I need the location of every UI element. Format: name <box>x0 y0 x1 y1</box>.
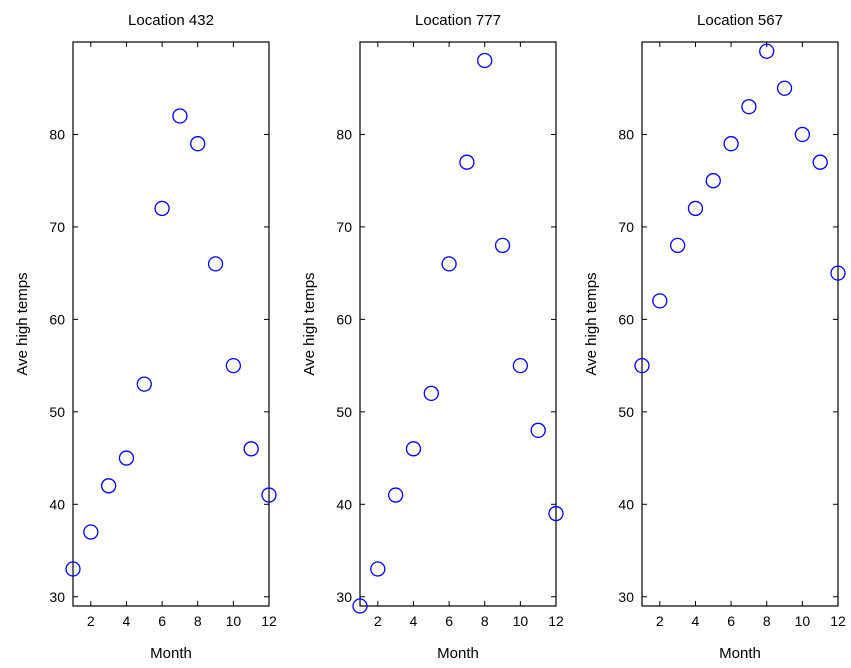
x-tick-label: 6 <box>727 613 735 629</box>
x-axis-label: Month <box>150 645 192 662</box>
data-point <box>652 293 668 309</box>
y-tick-label: 30 <box>49 589 65 605</box>
x-tick-label: 2 <box>374 613 382 629</box>
chart-title: Location 432 <box>128 12 214 29</box>
data-point <box>207 256 224 272</box>
y-tick-label: 50 <box>49 404 65 420</box>
data-point <box>634 357 650 374</box>
data-point <box>387 487 404 503</box>
x-tick-label: 8 <box>763 613 771 629</box>
data-point <box>172 108 188 124</box>
chart-title: Location 777 <box>415 12 501 29</box>
y-tick-label: 60 <box>49 311 65 327</box>
chart-panel-2: 2 4 6 8 10 12 30 40 50 60 70 80 Location 777 Month Ave… <box>301 12 564 662</box>
x-axis-label: Month <box>719 645 761 662</box>
y-tick-label: 50 <box>336 404 352 420</box>
y-axis-label: Ave high temps <box>14 272 31 375</box>
x-tick-label: 12 <box>830 613 846 629</box>
data-point <box>477 52 493 69</box>
data-point <box>741 99 757 115</box>
data-point <box>776 80 793 96</box>
x-tick-label: 4 <box>410 613 418 629</box>
data-point <box>100 478 117 494</box>
x-tick-label: 12 <box>261 613 277 629</box>
data-point <box>794 126 811 143</box>
data-point <box>705 173 721 189</box>
y-tick-label: 40 <box>49 496 65 512</box>
data-point <box>136 376 152 392</box>
y-tick-label: 70 <box>49 219 65 235</box>
data-point <box>65 561 81 577</box>
x-tick-label: 6 <box>158 613 166 629</box>
chart-panel-1: 2 4 6 8 10 12 30 40 50 60 70 80 Location 432 Month Ave… <box>14 12 277 662</box>
x-axis-label: Month <box>437 645 479 662</box>
x-tick-label: 10 <box>226 613 242 629</box>
y-tick-label: 80 <box>49 126 65 142</box>
x-tick-label: 2 <box>656 613 664 629</box>
data-point <box>812 154 828 170</box>
data-point <box>423 385 439 401</box>
axes-box <box>359 41 557 607</box>
data-point <box>83 524 99 540</box>
x-tick-label: 8 <box>194 613 202 629</box>
y-tick-label: 70 <box>618 219 634 235</box>
x-tick-label: 10 <box>513 613 529 629</box>
data-point <box>118 450 135 466</box>
y-tick-label: 70 <box>336 219 352 235</box>
data-point <box>759 43 775 59</box>
y-tick-label: 40 <box>618 496 634 512</box>
y-tick-label: 80 <box>336 126 352 142</box>
y-tick-label: 30 <box>336 589 352 605</box>
x-tick-label: 8 <box>481 613 489 629</box>
x-tick-label: 4 <box>123 613 131 629</box>
x-tick-label: 12 <box>548 613 564 629</box>
data-point <box>669 237 686 254</box>
data-point <box>352 598 368 614</box>
data-point <box>530 422 546 438</box>
data-point <box>441 256 457 272</box>
y-axis-label: Ave high temps <box>583 272 600 375</box>
x-tick-label: 6 <box>445 613 453 629</box>
data-point <box>723 136 739 152</box>
chart-panel-3: 2 4 6 8 10 12 30 40 50 60 70 80 Location 567 Month Ave… <box>583 12 846 662</box>
chart-title: Location 567 <box>697 12 783 29</box>
data-point <box>261 487 277 503</box>
y-tick-label: 60 <box>336 311 352 327</box>
data-point <box>370 561 386 577</box>
data-point <box>225 357 242 374</box>
data-point <box>494 237 511 254</box>
x-tick-label: 10 <box>795 613 811 629</box>
axes-box <box>641 41 839 607</box>
data-point <box>687 200 704 217</box>
data-point <box>548 505 564 522</box>
data-point <box>830 265 846 281</box>
y-tick-label: 60 <box>618 311 634 327</box>
data-point <box>405 441 422 457</box>
axes-box <box>72 41 270 607</box>
data-point <box>154 200 170 217</box>
data-point <box>190 136 206 152</box>
x-tick-label: 4 <box>692 613 700 629</box>
y-tick-label: 50 <box>618 404 634 420</box>
data-point <box>459 154 475 170</box>
y-tick-label: 40 <box>336 496 352 512</box>
data-point <box>512 357 529 374</box>
x-tick-label: 2 <box>87 613 95 629</box>
data-point <box>243 441 259 457</box>
y-tick-label: 30 <box>618 589 634 605</box>
y-axis-label: Ave high temps <box>301 272 318 375</box>
y-tick-label: 80 <box>618 126 634 142</box>
